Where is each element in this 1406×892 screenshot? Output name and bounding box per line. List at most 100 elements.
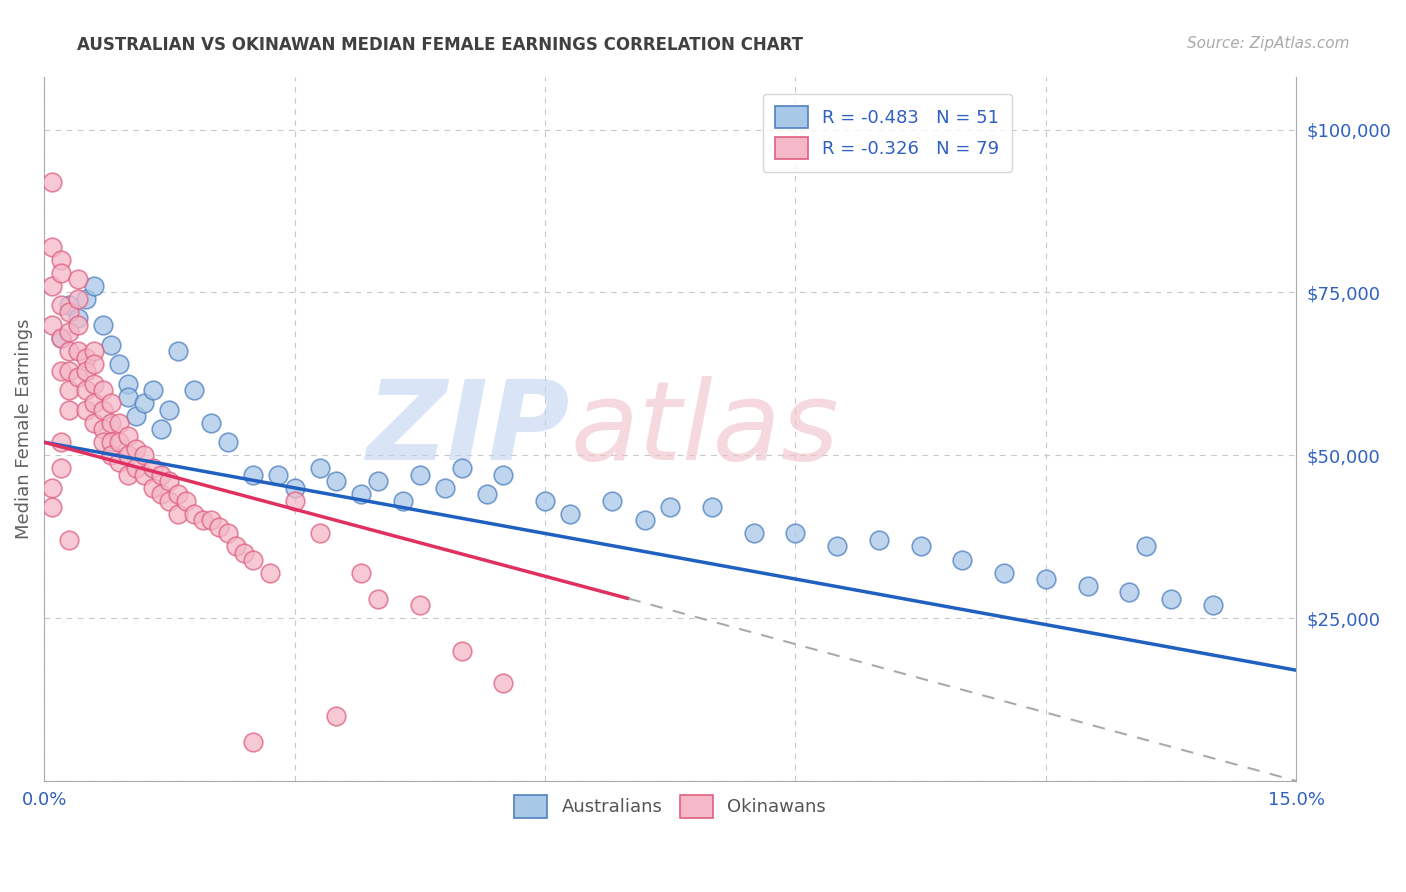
Point xyxy=(66,318,89,332)
Point xyxy=(58,325,80,339)
Point xyxy=(200,416,222,430)
Point xyxy=(75,402,97,417)
Point xyxy=(492,467,515,482)
Point xyxy=(66,292,89,306)
Point xyxy=(308,526,330,541)
Point xyxy=(117,428,139,442)
Point xyxy=(108,357,131,371)
Point xyxy=(66,272,89,286)
Point xyxy=(308,461,330,475)
Point xyxy=(634,513,657,527)
Point xyxy=(392,494,415,508)
Point xyxy=(58,533,80,547)
Point xyxy=(83,376,105,391)
Point xyxy=(125,442,148,456)
Point xyxy=(91,435,114,450)
Point xyxy=(108,455,131,469)
Point xyxy=(993,566,1015,580)
Point xyxy=(558,507,581,521)
Point xyxy=(58,305,80,319)
Point xyxy=(475,487,498,501)
Point xyxy=(100,416,122,430)
Point xyxy=(58,298,80,312)
Point xyxy=(200,513,222,527)
Point xyxy=(150,487,173,501)
Y-axis label: Median Female Earnings: Median Female Earnings xyxy=(15,319,32,540)
Point xyxy=(450,461,472,475)
Point xyxy=(49,266,72,280)
Point xyxy=(208,520,231,534)
Point xyxy=(66,344,89,359)
Point xyxy=(191,513,214,527)
Point xyxy=(157,402,180,417)
Legend: Australians, Okinawans: Australians, Okinawans xyxy=(508,789,834,825)
Point xyxy=(49,461,72,475)
Point xyxy=(1202,598,1225,612)
Text: Source: ZipAtlas.com: Source: ZipAtlas.com xyxy=(1187,36,1350,51)
Point xyxy=(91,318,114,332)
Point xyxy=(83,344,105,359)
Point xyxy=(367,475,389,489)
Point xyxy=(217,526,239,541)
Point xyxy=(785,526,807,541)
Point xyxy=(83,279,105,293)
Point xyxy=(1035,572,1057,586)
Point xyxy=(350,566,373,580)
Point xyxy=(142,481,165,495)
Point xyxy=(166,487,188,501)
Point xyxy=(409,467,432,482)
Point xyxy=(83,357,105,371)
Point xyxy=(183,383,205,397)
Point xyxy=(166,344,188,359)
Point xyxy=(242,467,264,482)
Point xyxy=(142,461,165,475)
Point xyxy=(134,467,156,482)
Point xyxy=(41,318,63,332)
Point xyxy=(183,507,205,521)
Point xyxy=(868,533,890,547)
Point xyxy=(367,591,389,606)
Point xyxy=(58,383,80,397)
Point xyxy=(325,709,347,723)
Point xyxy=(108,435,131,450)
Point xyxy=(217,435,239,450)
Point xyxy=(433,481,456,495)
Point xyxy=(157,494,180,508)
Point xyxy=(150,422,173,436)
Point xyxy=(41,279,63,293)
Point xyxy=(83,396,105,410)
Point xyxy=(49,331,72,345)
Point xyxy=(91,383,114,397)
Point xyxy=(66,370,89,384)
Point xyxy=(166,507,188,521)
Point xyxy=(58,344,80,359)
Point xyxy=(41,175,63,189)
Point xyxy=(41,240,63,254)
Point xyxy=(117,390,139,404)
Point xyxy=(49,331,72,345)
Point xyxy=(267,467,290,482)
Point xyxy=(117,448,139,462)
Point xyxy=(117,467,139,482)
Point xyxy=(142,383,165,397)
Point xyxy=(534,494,557,508)
Point xyxy=(952,552,974,566)
Text: atlas: atlas xyxy=(569,376,839,483)
Point xyxy=(233,546,256,560)
Point xyxy=(125,461,148,475)
Point xyxy=(350,487,373,501)
Point xyxy=(242,552,264,566)
Point xyxy=(41,500,63,515)
Text: AUSTRALIAN VS OKINAWAN MEDIAN FEMALE EARNINGS CORRELATION CHART: AUSTRALIAN VS OKINAWAN MEDIAN FEMALE EAR… xyxy=(77,36,803,54)
Point xyxy=(83,416,105,430)
Point xyxy=(742,526,765,541)
Point xyxy=(409,598,432,612)
Point xyxy=(66,311,89,326)
Point xyxy=(910,540,932,554)
Point xyxy=(492,676,515,690)
Point xyxy=(700,500,723,515)
Point xyxy=(108,416,131,430)
Point xyxy=(100,448,122,462)
Point xyxy=(91,422,114,436)
Point xyxy=(91,402,114,417)
